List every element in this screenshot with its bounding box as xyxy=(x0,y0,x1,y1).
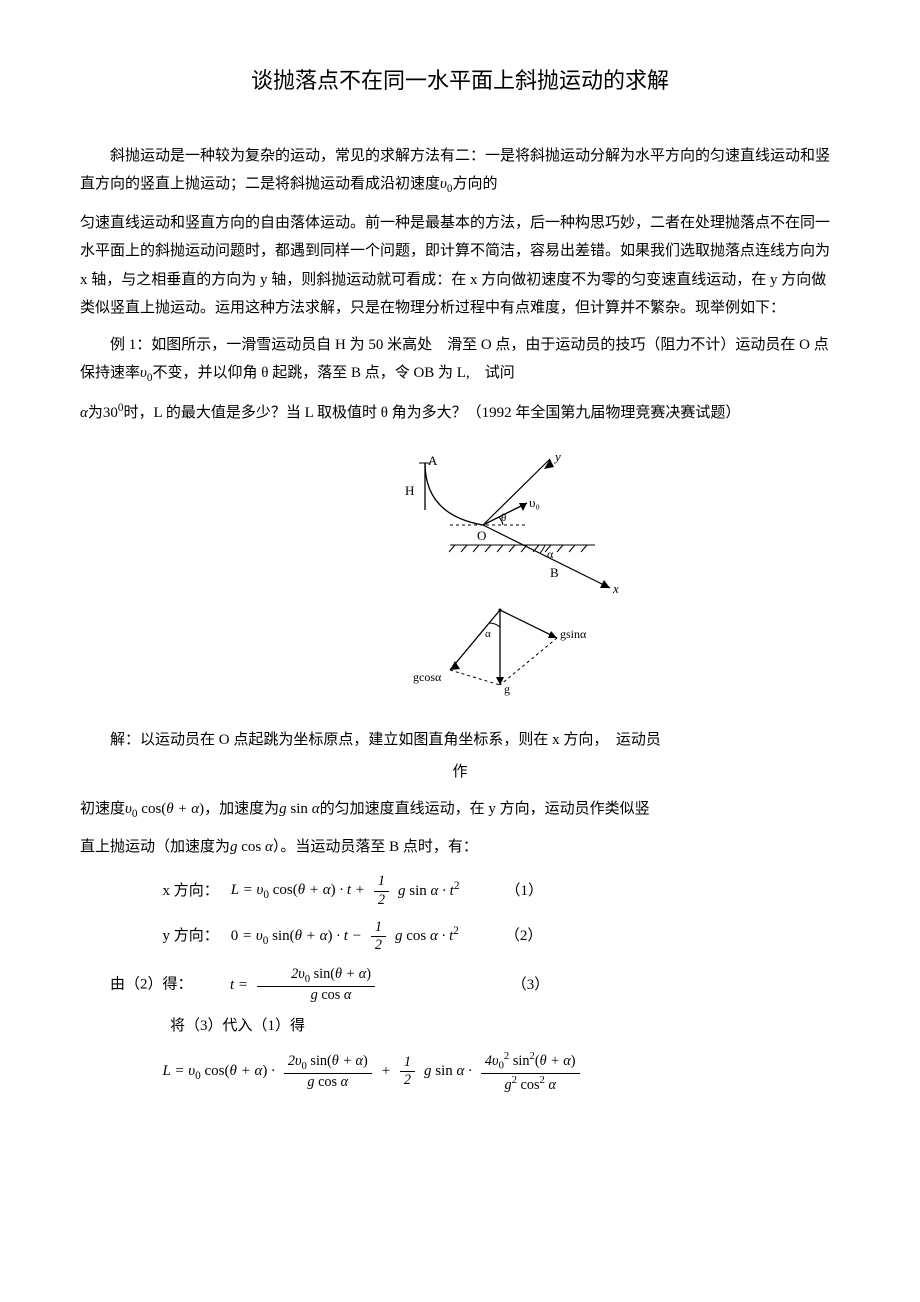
expr-gcosa: g cos α xyxy=(230,839,273,855)
page-title: 谈抛落点不在同一水平面上斜抛运动的求解 xyxy=(80,60,840,102)
ex1-c: 为 xyxy=(88,405,103,421)
equation-L: L = υ0 cos(θ + α) · 2υ0 sin(θ + α) g cos… xyxy=(163,1050,841,1093)
figure-diagram: A H O y υ₀ θ x xyxy=(210,445,840,716)
example-1-a: 例 1：如图所示，一滑雪运动员自 H 为 50 米高处 滑至 O 点，由于运动员… xyxy=(80,331,840,390)
symbol-v0: υ0 xyxy=(440,176,453,192)
label-v0: υ₀ xyxy=(529,495,540,510)
sol-c2: ）。当运动员落至 B 点时，有： xyxy=(273,839,478,855)
paragraph-1: 斜抛运动是一种较为复杂的运动，常见的求解方法有二：一是将斜抛运动分解为水平方向的… xyxy=(80,142,840,201)
ex1-d: 时，L 的最大值是多少？当 L 取极值时 θ 角为多大？（1992 年全国第九届… xyxy=(124,405,741,421)
example-1-c: α为300时，L 的最大值是多少？当 L 取极值时 θ 角为多大？（1992 年… xyxy=(80,398,840,428)
label-gsin: gsinα xyxy=(560,627,587,641)
label-alpha2: α xyxy=(485,628,491,640)
equation-1: x 方向： L = υ0 cos(θ + α) · t + 12 g sin α… xyxy=(163,871,841,956)
symbol-alpha: α xyxy=(80,405,88,421)
sol-b1: 初速度 xyxy=(80,801,125,817)
label-theta: θ xyxy=(501,512,506,524)
label-H: H xyxy=(405,483,414,498)
label-x: x xyxy=(612,581,619,596)
eqno-2: （2） xyxy=(505,917,543,956)
label-alpha1: α xyxy=(547,547,554,561)
eqno-3: （3） xyxy=(512,977,550,993)
solution-b: 初速度υ0 cos(θ + α)，加速度为g sin α的匀加速度直线运动，在 … xyxy=(80,795,840,825)
sub-line: 将（3）代入（1）得 xyxy=(80,1012,840,1041)
label-A: A xyxy=(428,453,438,468)
eqno-1: （1） xyxy=(505,872,543,911)
sol-b3: 的匀加速度直线运动，在 y 方向，运动员作类似竖 xyxy=(320,801,650,817)
label-O: O xyxy=(477,528,486,543)
label-gcos: gcosα xyxy=(413,670,442,684)
thirty-deg: 300 xyxy=(103,405,124,421)
ex1-b: 不变，并以仰角 θ 起跳，落至 B 点，令 OB 为 L, 试问 xyxy=(153,365,515,381)
sol-b2: ，加速度为 xyxy=(204,801,279,817)
solution-a2: 作 xyxy=(80,758,840,787)
symbol-v0-b: υ0 xyxy=(140,365,153,381)
sol-c1: 直上抛运动（加速度为 xyxy=(80,839,230,855)
eq-y-label: y 方向： xyxy=(163,917,219,956)
label-B: B xyxy=(550,565,559,580)
expr-v0cos: υ0 cos(θ + α) xyxy=(125,801,204,817)
paragraph-1c: 匀速直线运动和竖直方向的自由落体运动。前一种是最基本的方法，后一种构思巧妙，二者… xyxy=(80,209,840,323)
derive-line: 由（2）得： t = 2υ0 sin(θ + α) g cos α （3） xyxy=(80,966,840,1004)
para1-b: 方向的 xyxy=(453,176,498,192)
solution-c: 直上抛运动（加速度为g cos α）。当运动员落至 B 点时，有： xyxy=(80,833,840,862)
expr-gsina: g sin α xyxy=(279,801,319,817)
label-g: g xyxy=(504,682,510,696)
eq-x-label: x 方向： xyxy=(163,872,219,911)
diagram-svg: A H O y υ₀ θ x xyxy=(395,445,655,705)
line-derive: 由（2）得： xyxy=(110,977,193,993)
label-y: y xyxy=(553,449,561,464)
solution-a: 解：以运动员在 O 点起跳为坐标原点，建立如图直角坐标系，则在 x 方向， 运动… xyxy=(80,726,840,755)
